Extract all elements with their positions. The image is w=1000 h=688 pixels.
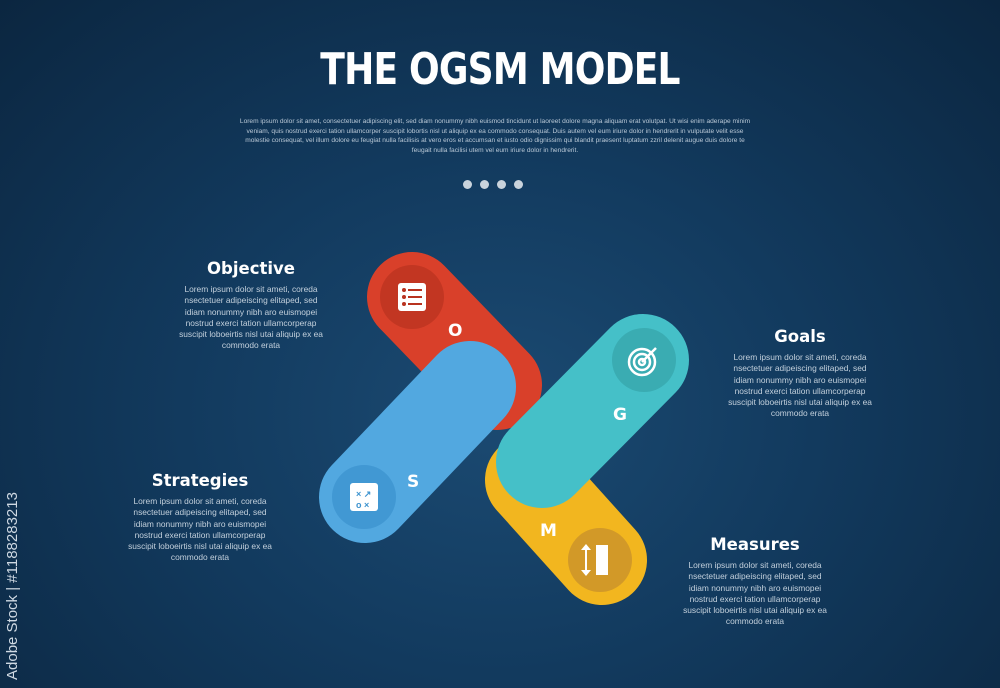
measures-letter: M	[540, 521, 557, 541]
list-icon	[398, 283, 426, 311]
strategies-capsule: × ↗ o × S	[319, 341, 516, 543]
intro-text: Lorem ipsum dolor sit amet, consectetuer…	[239, 118, 751, 154]
objective-heading: Objective	[207, 259, 295, 278]
strategy-icon: × ↗ o ×	[350, 483, 378, 511]
objective-letter: O	[448, 321, 462, 341]
svg-text:o ×: o ×	[356, 500, 369, 510]
dot	[480, 180, 489, 189]
goals-text: Lorem ipsum dolor sit ameti, coreda nsec…	[728, 352, 872, 419]
pagination-dots	[463, 180, 523, 189]
goals-capsule: G	[496, 314, 689, 508]
dot	[463, 180, 472, 189]
measures-block: Measures Lorem ipsum dolor sit ameti, co…	[680, 535, 830, 628]
goals-block: Goals Lorem ipsum dolor sit ameti, cored…	[725, 327, 875, 420]
goals-letter: G	[613, 405, 627, 425]
strategies-heading: Strategies	[151, 471, 249, 490]
watermark: Adobe Stock | #1188283213	[4, 492, 21, 680]
measures-heading: Measures	[710, 535, 800, 554]
strategies-letter: S	[407, 472, 419, 492]
strategies-block: Strategies Lorem ipsum dolor sit ameti, …	[125, 471, 275, 564]
page-title: THE OGSM MODEL	[320, 44, 680, 95]
svg-text:× ↗: × ↗	[356, 489, 371, 499]
dot	[514, 180, 523, 189]
objective-text: Lorem ipsum dolor sit ameti, coreda nsec…	[179, 284, 323, 351]
dot	[497, 180, 506, 189]
measures-text: Lorem ipsum dolor sit ameti, coreda nsec…	[683, 560, 827, 627]
goals-heading: Goals	[774, 327, 826, 346]
strategies-text: Lorem ipsum dolor sit ameti, coreda nsec…	[128, 496, 272, 563]
target-icon	[627, 347, 657, 377]
ruler-icon	[581, 544, 608, 576]
objective-block: Objective Lorem ipsum dolor sit ameti, c…	[176, 259, 326, 352]
